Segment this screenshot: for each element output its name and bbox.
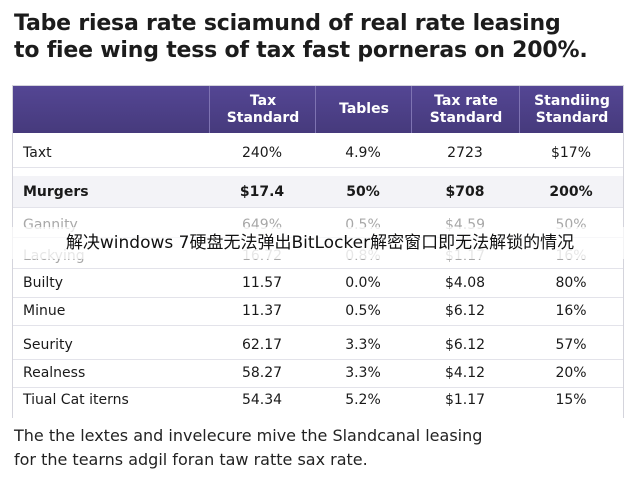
table-row: Seurity 62.17 3.3% $6.12 57% [13, 331, 623, 360]
cell-standing-standard: 57% [555, 337, 587, 353]
table-row: Tiual Cat iterns 54.34 5.2% $1.17 15% [13, 386, 623, 415]
cell-tables: 5.2% [345, 392, 381, 408]
cell-tax-rate-standard: $4.12 [444, 365, 486, 381]
cell-tax-standard: 11.57 [241, 275, 283, 291]
cell-tax-standard: 240% [241, 145, 283, 161]
page-title: Tabe riesa rate sciamund of real rate le… [14, 10, 626, 64]
title-line-1: Tabe riesa rate sciamund of real rate le… [14, 11, 561, 36]
row-label: Builty [23, 275, 64, 291]
table-caption: The the lextes and invelecure mive the S… [14, 424, 626, 472]
cell-standing-standard: 15% [555, 392, 587, 408]
cell-tax-standard: 62.17 [241, 337, 283, 353]
cell-tax-rate-standard: $708 [445, 184, 485, 200]
cell-tables: 50% [346, 184, 380, 200]
cell-tax-rate-standard: $4.08 [444, 275, 486, 291]
cell-tax-standard: 54.34 [241, 392, 283, 408]
table-row: Builty 11.57 0.0% $4.08 80% [13, 269, 623, 298]
table-row: Taxt 240% 4.9% 2723 $17% [13, 139, 623, 168]
cell-standing-standard: 20% [555, 365, 587, 381]
header-tax-standard: Tax Standard [209, 86, 316, 133]
cell-tax-standard: 11.37 [241, 303, 283, 319]
cell-tax-rate-standard: $1.17 [444, 392, 486, 408]
cell-tables: 4.9% [345, 145, 381, 161]
overlay-banner-text: 解决windows 7硬盘无法弹出BitLocker解密窗口即无法解锁的情况 [0, 227, 640, 259]
cell-standing-standard: $17% [550, 145, 592, 161]
caption-line-2: for the tearns adgil foran taw ratte sax… [14, 450, 368, 469]
cell-tax-rate-standard: 2723 [447, 145, 483, 161]
cell-standing-standard: 80% [555, 275, 587, 291]
row-label: Tiual Cat iterns [23, 392, 129, 408]
caption-line-1: The the lextes and invelecure mive the S… [14, 426, 483, 445]
table-header: Tax Standard Tables Tax rate Standard St… [13, 86, 623, 133]
cell-tax-standard: 58.27 [241, 365, 283, 381]
row-label: Seurity [23, 337, 73, 353]
cell-tables: 3.3% [345, 365, 381, 381]
cell-standing-standard: 16% [555, 303, 587, 319]
header-tables: Tables [315, 86, 412, 133]
table-row: Realness 58.27 3.3% $4.12 20% [13, 359, 623, 388]
row-label: Murgers [23, 184, 89, 200]
header-standing-standard: Standiing Standard [519, 86, 623, 133]
cell-tax-rate-standard: $6.12 [444, 303, 486, 319]
cell-tax-standard: $17.4 [239, 184, 285, 200]
row-label: Realness [23, 365, 86, 381]
title-line-2: to fiee wing tess of tax fast porneras o… [14, 38, 588, 63]
cell-standing-standard: 200% [549, 184, 593, 200]
cell-tables: 0.5% [345, 303, 381, 319]
cell-tables: 0.0% [345, 275, 381, 291]
table-row: Murgers $17.4 50% $708 200% [13, 176, 623, 208]
header-tax-rate-standard: Tax rate Standard [411, 86, 520, 133]
table-row: Minue 11.37 0.5% $6.12 16% [13, 297, 623, 326]
header-cell-empty [13, 86, 209, 133]
cell-tables: 3.3% [345, 337, 381, 353]
row-label: Minue [23, 303, 66, 319]
cell-tax-rate-standard: $6.12 [444, 337, 486, 353]
row-label: Taxt [23, 145, 52, 161]
